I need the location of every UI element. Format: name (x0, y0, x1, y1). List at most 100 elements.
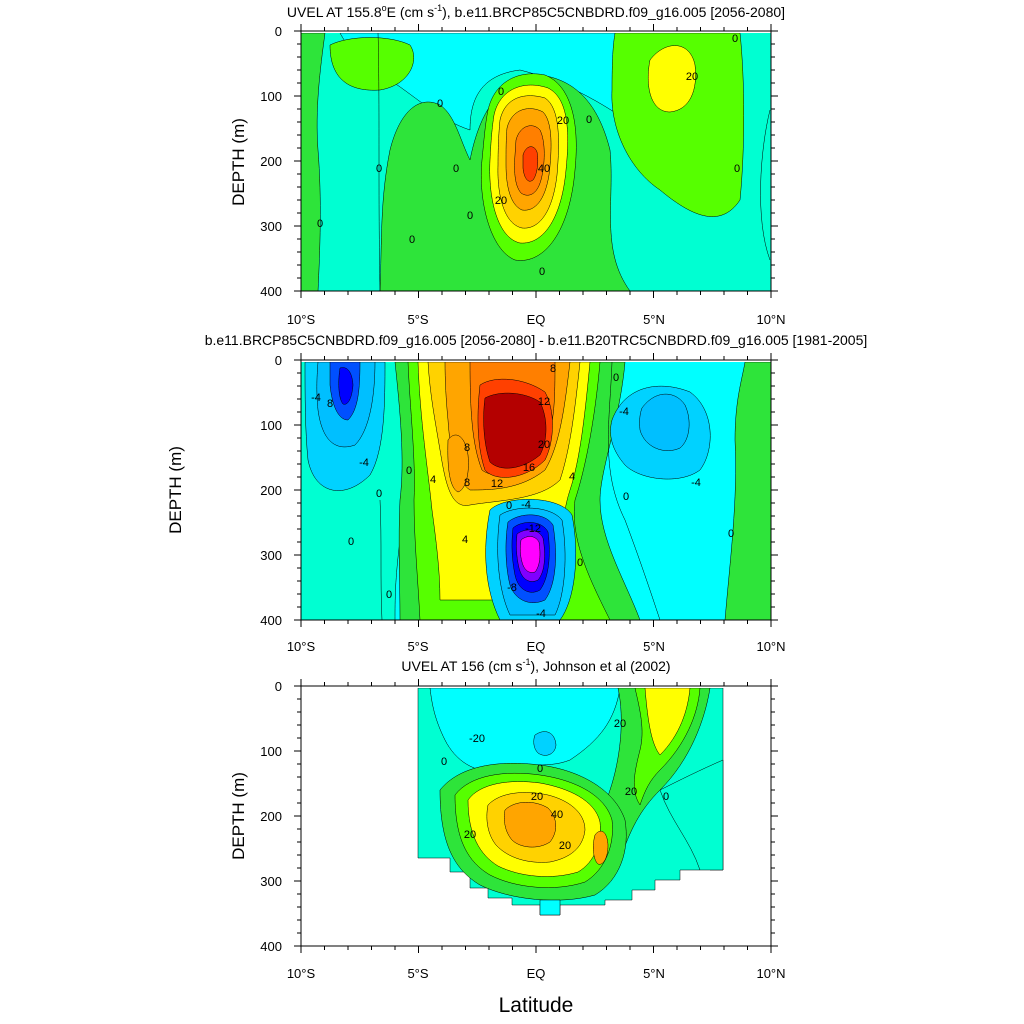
panel-1-lightgreen-north (611, 33, 744, 217)
panel-2: b.e11.BRCP85C5CNBDRD.f09_g16.005 [2056-2… (166, 332, 867, 654)
panel-1-contour-label: 20 (557, 115, 569, 127)
panel-2-y-tick-labels: 0 100 200 300 400 (260, 353, 282, 628)
panel-2-magenta-south (520, 536, 541, 573)
panel-1-ylabel: DEPTH (m) (229, 118, 248, 206)
panel-2-contour-label: -8 (507, 582, 517, 594)
x-tick-label: 5°S (407, 966, 428, 981)
panel-2-contour-label: 0 (623, 491, 629, 503)
panel-3-contour-label: 20 (614, 718, 626, 730)
x-tick-label: 5°S (407, 312, 428, 327)
panel-2-contour-label: 4 (430, 474, 436, 486)
panel-1-red-core (522, 146, 539, 182)
y-tick-label: 100 (260, 89, 282, 104)
panel-2-x-tick-labels: 10°S 5°S EQ 5°N 10°N (287, 639, 786, 654)
panel-1: UVEL AT 155.8oE (cm s-1), b.e11.BRCP85C5… (229, 3, 786, 327)
panel-2-ltblue-east (639, 393, 690, 451)
panel-2-contour-label: 8 (464, 442, 470, 454)
panel-1-field (301, 33, 771, 291)
panel-1-contour-label: 0 (409, 234, 415, 246)
y-tick-label: 0 (275, 24, 282, 39)
y-tick-label: 400 (260, 613, 282, 628)
panel-1-contour-east (760, 109, 771, 261)
panel-2-field (301, 362, 771, 620)
panel-2-contour-far-west (379, 499, 383, 620)
x-tick-label: 5°N (643, 312, 665, 327)
panel-2-dblue-west (338, 367, 354, 405)
panel-1-contour-labels: 0 0 0 0 0 0 0 0 0 0 20 20 20 40 0 (317, 33, 740, 278)
panel-1-contour-label: 20 (495, 195, 507, 207)
panel-3-contour-label: 20 (464, 829, 476, 841)
panel-3-contour-label: 20 (559, 840, 571, 852)
panel-1-contour-label: 20 (686, 71, 698, 83)
panel-1-contour-label: 0 (317, 218, 323, 230)
panel-3-field (417, 688, 724, 916)
panel-1-contour-label: 0 (467, 210, 473, 222)
x-tick-label: 10°N (756, 312, 785, 327)
panel-2-contour-label: 20 (538, 439, 550, 451)
panel-3-cyan-east (659, 759, 724, 871)
panel-3-ylabel: DEPTH (m) (229, 772, 248, 860)
panel-2-contour-label: 8 (464, 477, 470, 489)
x-tick-label: 5°S (407, 639, 428, 654)
panel-3-skyblue-patch (533, 731, 557, 756)
panel-2-contour-label: 0 (376, 488, 382, 500)
y-tick-label: 400 (260, 939, 282, 954)
panel-2-contour-east (608, 362, 661, 620)
panel-1-x-tick-labels: 10°S 5°S EQ 5°N 10°N (287, 312, 786, 327)
panel-1-lightgreen-top (329, 37, 414, 91)
panel-3-contour-label: 20 (531, 791, 543, 803)
panel-3-title: UVEL AT 156 (cm s-1), Johnson et al (200… (401, 657, 670, 674)
panel-3-contour-label: 40 (551, 809, 563, 821)
x-tick-label: 10°N (756, 639, 785, 654)
x-tick-label: 5°N (643, 966, 665, 981)
panel-3-yellow-east (644, 688, 691, 756)
panel-3-x-tick-labels: 10°S 5°S EQ 5°N 10°N (287, 966, 786, 981)
panel-2-contour-label: 8 (327, 398, 333, 410)
panel-2-contour-label: -12 (525, 523, 541, 535)
panel-1-ticks (294, 24, 778, 298)
panel-2-contour-label: 0 (613, 372, 619, 384)
y-tick-label: 0 (275, 679, 282, 694)
panel-1-contour-label: 0 (586, 114, 592, 126)
y-tick-label: 0 (275, 353, 282, 368)
panel-3-contour-label: 0 (663, 791, 669, 803)
x-tick-label: EQ (527, 312, 546, 327)
y-tick-label: 100 (260, 418, 282, 433)
panel-1-contour-label: 0 (376, 163, 382, 175)
panel-3-contour-label: 0 (537, 763, 543, 775)
y-tick-label: 200 (260, 809, 282, 824)
y-tick-label: 100 (260, 744, 282, 759)
panel-2-contour-label: 12 (491, 478, 503, 490)
panel-1-contour-label: 0 (437, 98, 443, 110)
panel-3-orange-core (504, 802, 556, 848)
panel-1-contour-label: 0 (734, 163, 740, 175)
panel-2-contour-label: 0 (577, 557, 583, 569)
panel-3-orange-east (593, 830, 609, 865)
panel-2-contour-label: 4 (462, 534, 468, 546)
panel-3: UVEL AT 156 (cm s-1), Johnson et al (200… (229, 657, 786, 981)
y-tick-label: 200 (260, 483, 282, 498)
x-tick-label: 5°N (643, 639, 665, 654)
y-tick-label: 300 (260, 219, 282, 234)
x-tick-label: EQ (527, 966, 546, 981)
panel-1-y-tick-labels: 0 100 200 300 400 (260, 24, 282, 299)
panel-2-contour-label: -4 (619, 406, 629, 418)
panel-2-contour-label: 0 (728, 528, 734, 540)
panel-3-contour-labels: -20 0 0 20 40 20 20 20 0 20 (441, 718, 669, 852)
panel-1-contour-west (377, 33, 381, 291)
panel-3-contour-label: -20 (469, 733, 485, 745)
panel-2-darkred-core (483, 392, 547, 469)
panel-2-contour-label: -4 (536, 608, 546, 620)
x-tick-label: 10°S (287, 312, 316, 327)
panel-3-contour-label: 20 (625, 786, 637, 798)
x-tick-label: 10°S (287, 639, 316, 654)
panel-2-contour-label: 0 (348, 536, 354, 548)
panel-2-contour-labels: 8 -4 -4 0 0 0 4 4 8 8 12 12 16 20 8 0 -4… (311, 363, 734, 620)
panel-2-contour-label: 0 (386, 589, 392, 601)
panel-2-title: b.e11.BRCP85C5CNBDRD.f09_g16.005 [2056-2… (205, 332, 868, 348)
panel-2-contour-label: 0 (506, 500, 512, 512)
panel-2-contour-label: -4 (311, 392, 321, 404)
panel-2-contour-label: -4 (691, 477, 701, 489)
panel-2-ylabel: DEPTH (m) (166, 446, 185, 534)
